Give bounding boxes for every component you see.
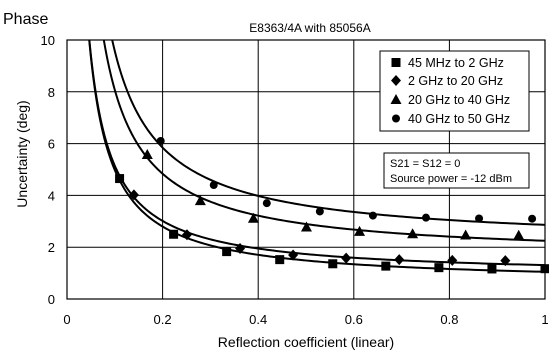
corner-label: Phase — [3, 11, 48, 28]
data-point-marker — [368, 211, 377, 220]
x-tick-label: 1 — [541, 312, 548, 327]
legend-marker — [391, 75, 401, 86]
data-point-marker — [328, 259, 338, 269]
data-point-marker — [421, 213, 430, 222]
y-tick-label: 8 — [48, 85, 55, 100]
note-line: Source power = -12 dBm — [390, 173, 512, 185]
measurement-conditions-note: S21 = S12 = 0 Source power = -12 dBm — [383, 152, 530, 189]
data-point-marker — [354, 225, 366, 236]
data-point-marker — [194, 195, 206, 206]
data-point-marker — [181, 229, 192, 241]
legend-label: 40 GHz to 50 GHz — [408, 112, 510, 126]
data-point-marker — [247, 212, 259, 223]
data-point-marker — [447, 254, 458, 266]
y-tick-label: 4 — [48, 188, 55, 203]
chart-title: E8363/4A with 85056A — [249, 21, 370, 35]
plot-frame — [66, 39, 546, 300]
note-line: S21 = S12 = 0 — [390, 158, 460, 170]
data-point-marker — [407, 228, 419, 239]
legend-label: 20 GHz to 40 GHz — [408, 93, 510, 107]
data-point-marker — [460, 229, 472, 240]
x-tick-label: 0.8 — [440, 312, 458, 327]
data-point-marker — [500, 255, 511, 267]
data-point-marker — [475, 214, 484, 223]
data-point-marker — [513, 229, 525, 240]
legend-markers — [390, 58, 402, 123]
y-tick-label: 0 — [48, 292, 55, 307]
y-tick-label: 10 — [41, 33, 55, 48]
y-axis-label: Uncertainty (deg) — [14, 100, 30, 207]
data-point-marker — [288, 249, 299, 261]
data-point-marker — [115, 174, 125, 184]
x-tick-label: 0.6 — [345, 312, 363, 327]
data-point-marker — [381, 261, 391, 271]
x-tick-label: 0.2 — [154, 312, 172, 327]
data-point-marker — [487, 264, 497, 274]
legend-label: 45 MHz to 2 GHz — [408, 56, 504, 70]
data-point-marker — [156, 137, 165, 146]
data-point-marker — [222, 247, 232, 257]
data-point-marker — [262, 199, 271, 208]
series-curve — [102, 40, 545, 242]
y-tick-label: 6 — [48, 137, 55, 152]
legend-marker — [391, 58, 401, 67]
data-point-marker — [141, 148, 153, 159]
legend-box — [379, 50, 530, 132]
series-curve — [111, 40, 545, 226]
legend-marker — [392, 114, 400, 123]
data-point-marker — [275, 255, 285, 265]
note-box — [383, 152, 530, 189]
x-tick-label: 0 — [63, 312, 70, 327]
data-point-marker — [300, 221, 312, 232]
data-point-marker — [528, 214, 537, 223]
data-point-marker — [341, 252, 352, 264]
data-point-marker — [169, 229, 179, 239]
series-markers — [115, 137, 549, 274]
data-point-marker — [315, 207, 324, 216]
legend-marker — [390, 94, 402, 104]
x-tick-label: 0.4 — [249, 312, 267, 327]
data-point-marker — [434, 263, 444, 273]
data-point-marker — [209, 181, 218, 190]
y-tick-label: 2 — [48, 240, 55, 255]
data-point-marker — [394, 254, 405, 266]
data-point-marker — [235, 242, 246, 254]
legend: 45 MHz to 2 GHz 2 GHz to 20 GHz 20 GHz t… — [379, 50, 530, 132]
legend-label: 2 GHz to 20 GHz — [408, 74, 503, 88]
data-point-marker — [128, 189, 139, 201]
x-axis-label: Reflection coefficient (linear) — [218, 334, 394, 350]
